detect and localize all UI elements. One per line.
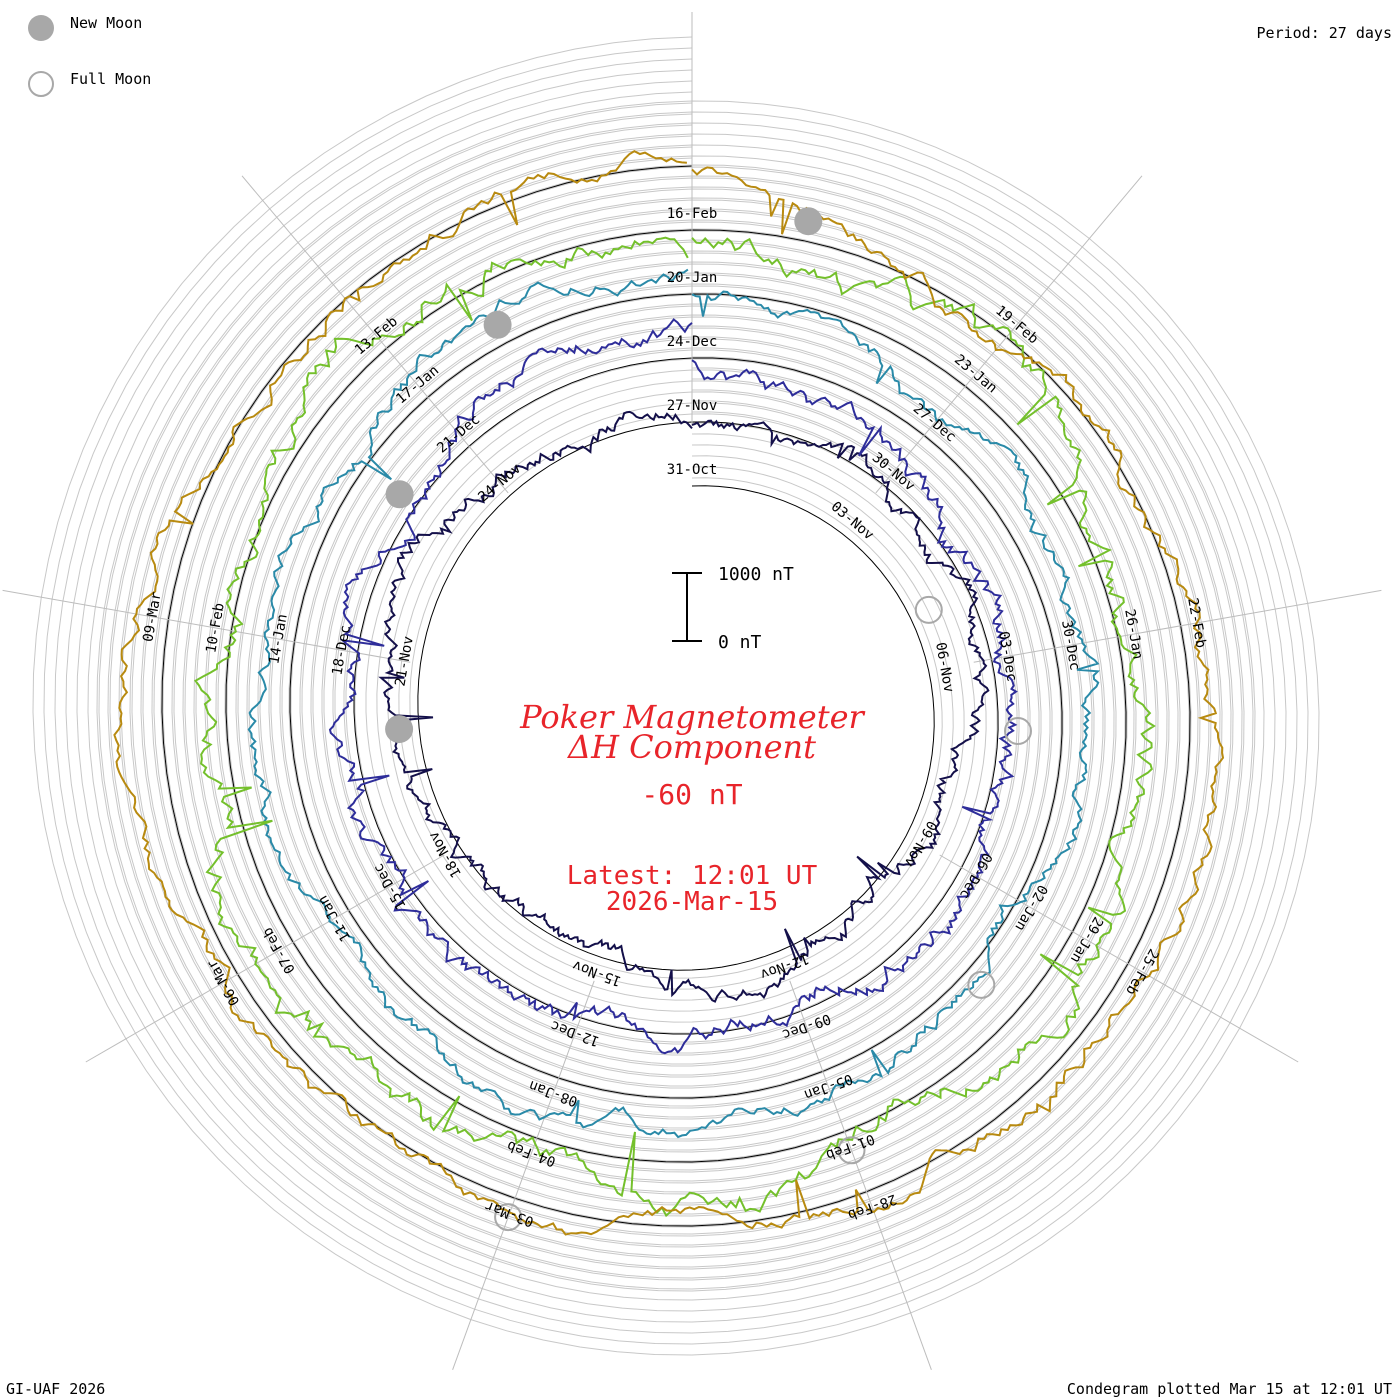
chart-title-line2: ΔH Component bbox=[566, 728, 816, 766]
new-moon-swatch bbox=[28, 15, 54, 41]
date-label: 24-Dec bbox=[667, 334, 718, 350]
day-spoke bbox=[2, 589, 411, 663]
scale-bar: 1000 nT 0 nT bbox=[672, 564, 794, 653]
day-spokes bbox=[2, 12, 1382, 1370]
new-moon-marker bbox=[385, 715, 414, 744]
day-spoke bbox=[452, 980, 595, 1370]
day-spoke bbox=[789, 980, 932, 1370]
latest-date: 2026-Mar-15 bbox=[606, 887, 778, 917]
date-label: 31-Oct bbox=[667, 462, 718, 478]
day-spoke bbox=[85, 854, 445, 1063]
full-moon-label: Full Moon bbox=[70, 70, 152, 88]
grid-ring bbox=[43, 47, 1309, 1345]
date-label: 21-Nov bbox=[392, 635, 417, 688]
date-label: 18-Nov bbox=[426, 828, 465, 880]
full-moon-marker bbox=[967, 970, 996, 999]
footer-plotted: Condegram plotted Mar 15 at 12:01 UT bbox=[1066, 1380, 1392, 1398]
grid-ring bbox=[32, 36, 1320, 1356]
spiral-grid bbox=[32, 36, 1320, 1356]
current-value: -60 nT bbox=[641, 778, 742, 811]
date-label: 15-Dec bbox=[370, 860, 409, 912]
date-label: 16-Feb bbox=[667, 206, 718, 222]
latest-time: Latest: 12:01 UT bbox=[567, 861, 818, 891]
center-titles: Poker Magnetometer ΔH Component -60 nT L… bbox=[519, 698, 865, 917]
trace-revolution-0 bbox=[378, 410, 990, 1003]
data-traces bbox=[113, 150, 1225, 1236]
grid-ring bbox=[131, 135, 1221, 1257]
day-spoke bbox=[241, 175, 509, 494]
grid-ring bbox=[142, 146, 1210, 1246]
day-spoke bbox=[875, 175, 1143, 494]
trace-revolution-1 bbox=[328, 318, 1018, 1055]
grid-ring bbox=[98, 102, 1254, 1290]
grid-ring bbox=[54, 58, 1298, 1334]
chart-title-line1: Poker Magnetometer bbox=[519, 698, 865, 736]
full-moon-marker bbox=[1004, 717, 1032, 745]
date-label: 23-Jan bbox=[951, 352, 1000, 397]
trace-revolution-2 bbox=[247, 268, 1101, 1139]
footer-credit: GI-UAF 2026 bbox=[6, 1380, 106, 1398]
day-spoke bbox=[939, 854, 1299, 1063]
scale-max-label: 1000 nT bbox=[718, 564, 794, 585]
grid-ring bbox=[76, 80, 1276, 1312]
new-moon-label: New Moon bbox=[70, 14, 143, 32]
trace-revolution-4 bbox=[113, 150, 1225, 1236]
date-label: 24-Nov bbox=[475, 461, 524, 506]
moon-markers bbox=[385, 207, 1032, 1232]
date-label: 27-Dec bbox=[910, 401, 959, 446]
new-moon-marker bbox=[385, 480, 414, 509]
trace-revolution-3 bbox=[194, 236, 1156, 1218]
scale-min-label: 0 nT bbox=[718, 632, 762, 653]
new-moon-marker bbox=[483, 310, 512, 339]
day-spoke bbox=[973, 589, 1382, 663]
grid-ring bbox=[87, 91, 1265, 1301]
full-moon-marker bbox=[837, 1136, 866, 1165]
grid-ring bbox=[120, 124, 1232, 1268]
date-label: 19-Feb bbox=[992, 303, 1041, 348]
grid-ring bbox=[153, 157, 1199, 1235]
date-label: 30-Nov bbox=[869, 450, 918, 495]
new-moon-marker bbox=[794, 207, 823, 236]
full-moon-marker bbox=[914, 595, 943, 624]
date-label: 07-Feb bbox=[260, 924, 299, 976]
date-label: 20-Jan bbox=[667, 270, 718, 286]
date-label: 27-Nov bbox=[667, 398, 718, 414]
date-label: 03-Nov bbox=[828, 499, 877, 544]
date-label: 11-Jan bbox=[315, 892, 354, 944]
full-moon-marker bbox=[494, 1203, 523, 1232]
full-moon-swatch bbox=[28, 71, 54, 97]
period-label: Period: 27 days bbox=[1256, 24, 1392, 42]
